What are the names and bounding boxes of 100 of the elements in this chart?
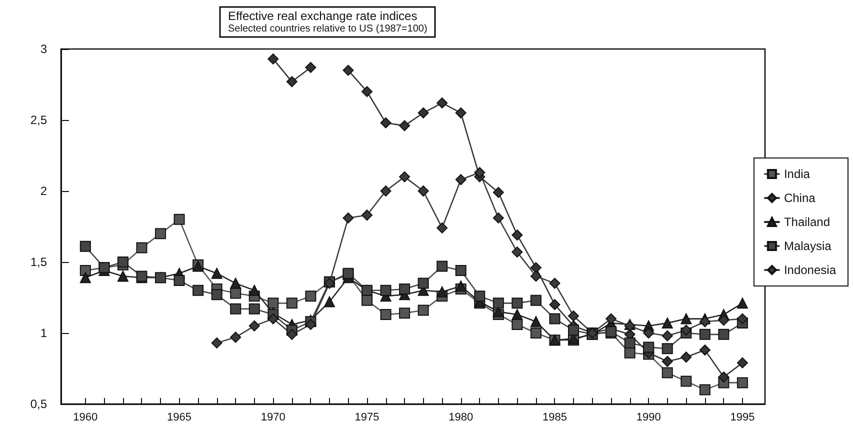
point [324, 296, 335, 308]
point [80, 265, 91, 276]
point [174, 214, 185, 225]
x-tick-label: 1970 [260, 412, 286, 424]
point [680, 324, 692, 336]
point [643, 328, 654, 338]
point [418, 107, 429, 118]
point [436, 286, 448, 298]
point [418, 278, 429, 289]
point [117, 270, 128, 282]
point [117, 256, 128, 268]
point [736, 377, 748, 388]
point [662, 318, 673, 329]
point [643, 342, 654, 353]
point [211, 268, 222, 279]
chart-subtitle: Selected countries relative to US (1987=100) [228, 24, 428, 34]
legend-label: Indonesia [784, 263, 836, 277]
point [568, 324, 580, 336]
point [362, 294, 373, 306]
point [474, 167, 486, 178]
point [268, 313, 279, 324]
point [399, 120, 410, 132]
point [530, 262, 542, 274]
point [530, 270, 542, 282]
point [549, 313, 560, 324]
point [399, 171, 410, 182]
point [399, 283, 410, 294]
point [624, 347, 636, 358]
point [248, 284, 260, 296]
point [512, 246, 523, 258]
point [455, 280, 466, 292]
point [699, 344, 710, 356]
point [380, 117, 392, 128]
point [549, 278, 560, 289]
point [549, 299, 560, 310]
point [530, 328, 542, 338]
point [530, 316, 542, 328]
point [342, 212, 354, 224]
y-tick-label: 1,5 [30, 255, 48, 269]
point [80, 240, 91, 252]
y-tick-label: 2 [40, 184, 48, 198]
x-tick-label: 1965 [167, 412, 192, 424]
point [436, 260, 448, 272]
point [136, 242, 148, 254]
point [380, 309, 392, 320]
point [718, 372, 730, 383]
legend-label: China [784, 191, 816, 205]
point [286, 328, 298, 340]
point [474, 290, 486, 302]
point [680, 352, 692, 363]
point [699, 316, 710, 328]
legend-label: Malaysia [784, 239, 832, 253]
point [305, 290, 316, 302]
point [530, 294, 542, 306]
point [736, 313, 748, 324]
legend-label: Thailand [784, 215, 830, 229]
point [624, 337, 636, 348]
point [699, 384, 710, 396]
point [699, 328, 710, 340]
y-tick-label: 1 [40, 326, 48, 340]
point [174, 274, 185, 286]
legend-label: India [784, 167, 810, 181]
point [736, 357, 748, 368]
point [662, 330, 673, 342]
point [512, 318, 523, 330]
point [512, 298, 523, 309]
point [662, 356, 673, 367]
point [512, 309, 523, 320]
point [455, 265, 466, 276]
x-tick-label: 1990 [636, 412, 661, 424]
point [268, 298, 279, 309]
point [380, 284, 392, 296]
point [662, 367, 673, 378]
x-tick-label: 1980 [448, 412, 474, 424]
point [736, 298, 748, 309]
point [305, 62, 316, 73]
point [418, 304, 429, 316]
x-tick-label: 1975 [354, 412, 380, 424]
point [80, 272, 91, 284]
point [268, 53, 279, 64]
point [436, 222, 448, 234]
point [568, 310, 580, 322]
point [418, 186, 429, 196]
point [492, 186, 504, 198]
point [305, 318, 316, 330]
y-tick-label: 0,5 [30, 397, 48, 411]
point [362, 210, 373, 221]
point [718, 328, 730, 340]
point [718, 314, 730, 326]
x-tick-label: 1960 [73, 412, 98, 424]
point [362, 86, 373, 98]
point [512, 230, 523, 241]
point [455, 107, 466, 118]
x-tick-label: 1995 [730, 412, 755, 424]
y-tick-label: 3 [40, 42, 48, 56]
point [436, 97, 448, 108]
point [380, 186, 392, 196]
point [286, 76, 298, 88]
point [230, 303, 242, 314]
point [192, 284, 204, 296]
